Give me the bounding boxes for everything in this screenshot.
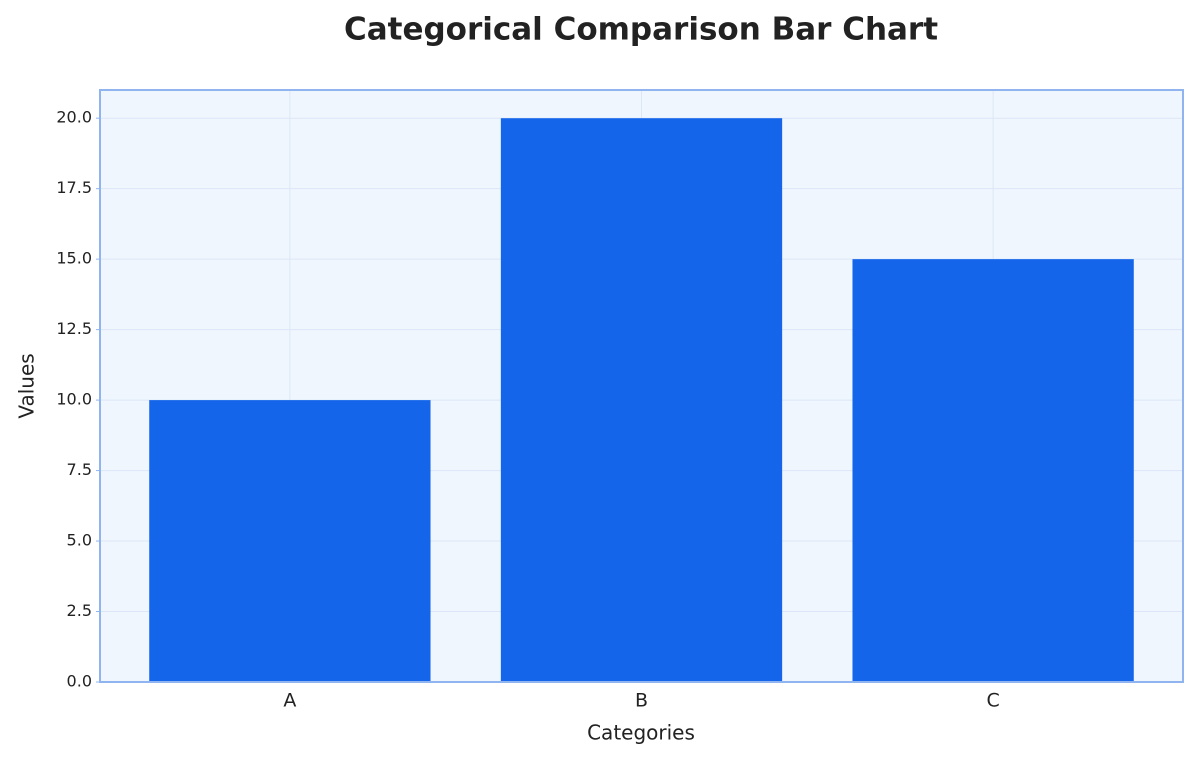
y-tick-label: 17.5 bbox=[56, 178, 92, 197]
bar bbox=[852, 259, 1134, 682]
chart-title: Categorical Comparison Bar Chart bbox=[344, 12, 938, 48]
x-tick-label: A bbox=[283, 690, 296, 712]
y-tick-label: 12.5 bbox=[56, 319, 92, 338]
y-tick-label: 5.0 bbox=[67, 531, 92, 550]
plot-border bbox=[99, 89, 1184, 683]
x-tick-label: B bbox=[635, 690, 648, 712]
y-tick-label: 7.5 bbox=[67, 460, 92, 479]
y-axis-title: Values bbox=[15, 353, 39, 418]
y-tick-label: 10.0 bbox=[56, 390, 92, 409]
x-axis-title: Categories bbox=[587, 721, 695, 745]
bar bbox=[149, 400, 431, 682]
y-tick-label: 0.0 bbox=[67, 672, 92, 691]
y-tick-label: 2.5 bbox=[67, 601, 92, 620]
y-tick-label: 20.0 bbox=[56, 108, 92, 127]
y-tick-label: 15.0 bbox=[56, 249, 92, 268]
marks bbox=[149, 118, 1134, 682]
x-tick-label: C bbox=[986, 690, 999, 712]
bar bbox=[500, 118, 783, 682]
